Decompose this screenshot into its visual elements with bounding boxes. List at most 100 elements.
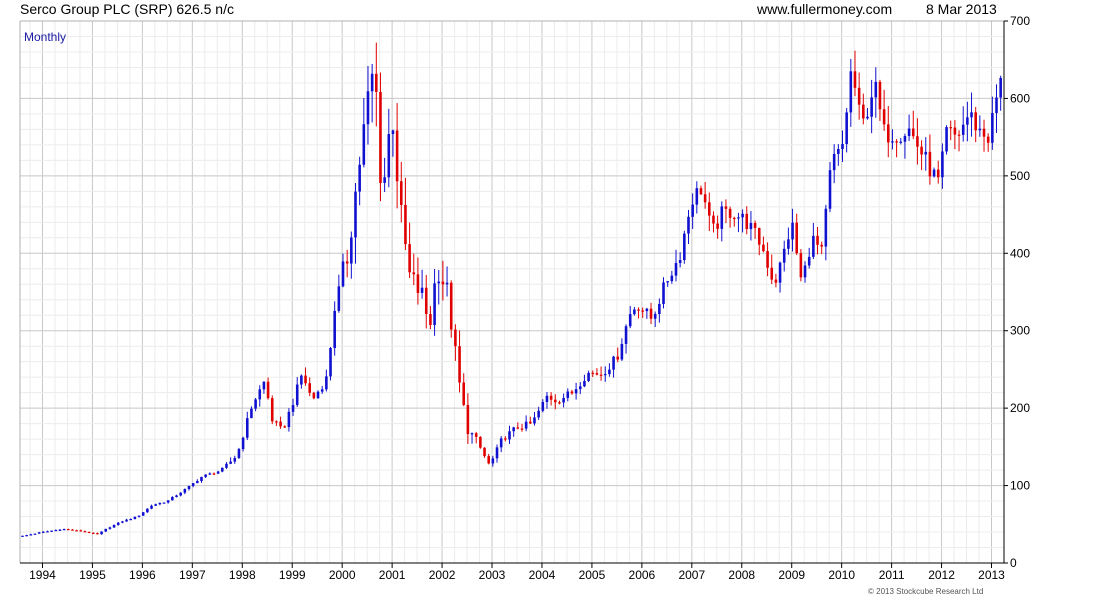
candlestick bbox=[254, 397, 257, 412]
candlestick bbox=[229, 457, 232, 465]
candlestick bbox=[75, 529, 78, 532]
candle-body bbox=[957, 134, 961, 136]
candlestick bbox=[245, 411, 249, 441]
candle-body bbox=[633, 309, 636, 315]
candlestick bbox=[270, 395, 274, 425]
candle-body bbox=[986, 136, 990, 143]
candlestick bbox=[537, 406, 540, 420]
y-tick-label: 200 bbox=[1010, 401, 1030, 415]
candle-body bbox=[895, 141, 898, 143]
candlestick bbox=[183, 488, 187, 495]
candle-body bbox=[404, 204, 407, 245]
candle-body bbox=[395, 130, 399, 182]
candlestick bbox=[87, 531, 91, 534]
candle-body bbox=[874, 81, 878, 98]
candlestick bbox=[487, 453, 490, 465]
candlestick bbox=[674, 249, 678, 282]
candle-body bbox=[778, 262, 782, 283]
candlestick bbox=[849, 58, 853, 127]
candlestick bbox=[116, 522, 120, 526]
candle-body bbox=[137, 515, 141, 517]
candlestick bbox=[304, 367, 307, 386]
candlestick bbox=[874, 67, 878, 118]
candlestick bbox=[458, 330, 461, 393]
candle-body bbox=[816, 235, 819, 245]
candle-body bbox=[279, 421, 282, 427]
candle-body bbox=[154, 504, 157, 506]
candle-body bbox=[637, 309, 640, 311]
y-tick-label: 700 bbox=[1010, 14, 1030, 28]
candle-body bbox=[812, 235, 815, 257]
candlestick bbox=[250, 406, 253, 419]
candlestick bbox=[366, 65, 370, 145]
candle-body bbox=[146, 508, 149, 513]
candlestick bbox=[699, 185, 703, 196]
candlestick bbox=[121, 520, 124, 524]
candlestick bbox=[171, 496, 174, 501]
candle-body bbox=[237, 449, 241, 458]
candle-body bbox=[845, 112, 848, 145]
candle-body bbox=[857, 87, 861, 105]
x-tick-label: 2009 bbox=[778, 568, 805, 582]
candlestick bbox=[408, 222, 411, 279]
candle-body bbox=[886, 124, 890, 143]
candlestick bbox=[616, 347, 620, 363]
candlestick bbox=[966, 101, 969, 142]
candle-body bbox=[803, 265, 807, 278]
candlestick bbox=[279, 416, 282, 429]
candlestick bbox=[924, 137, 928, 171]
candlestick bbox=[712, 211, 715, 233]
candlestick bbox=[845, 108, 848, 153]
candlestick bbox=[395, 103, 399, 209]
candle-body bbox=[866, 116, 869, 119]
candle-body bbox=[520, 428, 524, 430]
candlestick bbox=[745, 206, 749, 235]
candlestick bbox=[150, 504, 153, 510]
candlestick bbox=[599, 366, 603, 381]
candle-body bbox=[970, 112, 973, 118]
candlestick bbox=[787, 227, 790, 255]
candle-body bbox=[337, 286, 341, 311]
x-tick-label: 2004 bbox=[529, 568, 556, 582]
candlestick bbox=[649, 302, 653, 325]
candlestick bbox=[508, 425, 511, 444]
candlestick bbox=[920, 140, 923, 171]
candle-body bbox=[329, 348, 332, 377]
candle-body bbox=[229, 461, 232, 464]
candlestick bbox=[29, 533, 33, 536]
candlestick bbox=[345, 249, 349, 278]
candle-body bbox=[487, 456, 490, 464]
candle-body bbox=[291, 405, 295, 412]
candle-body bbox=[745, 213, 749, 230]
candle-body bbox=[603, 374, 607, 376]
candlestick bbox=[595, 368, 599, 376]
candlestick bbox=[578, 382, 582, 395]
candle-body bbox=[37, 532, 41, 534]
candle-body bbox=[924, 151, 928, 155]
candlestick bbox=[441, 260, 445, 301]
candle-body bbox=[50, 530, 53, 532]
candle-body bbox=[499, 438, 503, 448]
candlestick bbox=[58, 529, 62, 531]
candlestick bbox=[949, 120, 953, 141]
candlestick bbox=[312, 391, 316, 400]
candlestick bbox=[212, 472, 216, 476]
candle-body bbox=[250, 408, 253, 419]
candlestick bbox=[262, 381, 266, 394]
candle-body bbox=[458, 346, 461, 383]
candle-body bbox=[708, 202, 711, 216]
candlestick bbox=[911, 110, 915, 140]
candlestick bbox=[379, 72, 382, 202]
candle-body bbox=[333, 310, 336, 349]
candlestick bbox=[37, 531, 41, 534]
candle-body bbox=[408, 244, 411, 273]
candle-body bbox=[325, 376, 328, 390]
candlestick bbox=[362, 97, 366, 168]
candle-body bbox=[558, 402, 561, 404]
candle-body bbox=[537, 410, 540, 418]
candle-body bbox=[21, 535, 24, 537]
candlestick bbox=[978, 115, 982, 137]
candlestick bbox=[300, 374, 303, 389]
x-tick-label: 2003 bbox=[479, 568, 506, 582]
